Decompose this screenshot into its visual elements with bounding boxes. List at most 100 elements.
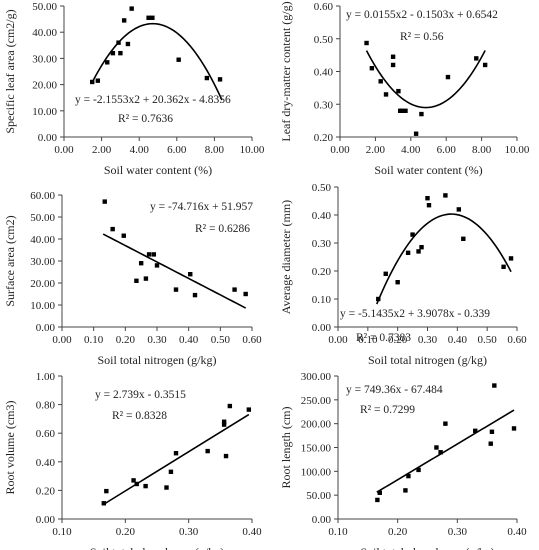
y-tick-label: 0.00 [36, 322, 56, 334]
data-point [390, 62, 396, 68]
r-squared-label: R² = 0.7636 [118, 113, 173, 125]
data-point [461, 236, 466, 241]
x-tick-label: 0.40 [242, 526, 262, 538]
y-tick-label: 50.00 [30, 212, 55, 224]
y-tick-label: 30.00 [32, 53, 57, 65]
data-point [416, 249, 421, 254]
data-point [146, 252, 152, 257]
x-tick-label: 0.10 [358, 334, 378, 346]
trend-equation: y = 0.0155x2 - 0.1503x + 0.6542 [346, 9, 498, 21]
y-tick-label: 50.00 [306, 490, 331, 502]
y-tick-label: 0.30 [314, 99, 334, 111]
x-tick-label: 0.10 [84, 334, 104, 346]
data-point [173, 451, 179, 456]
data-point [95, 78, 101, 83]
data-point [377, 490, 382, 495]
data-point [221, 422, 227, 427]
data-point [110, 226, 115, 232]
x-tick-label: 10.00 [240, 144, 265, 156]
x-tick-label: 0.30 [448, 526, 468, 538]
data-point [501, 264, 506, 269]
y-tick-label: 0.00 [312, 514, 332, 526]
data-point [101, 501, 106, 506]
data-point [125, 41, 131, 47]
data-point [443, 193, 448, 198]
r-squared-label: R² = 0.7299 [360, 404, 415, 416]
y-tick-label: 10.00 [32, 106, 57, 118]
x-tick-label: 0.20 [116, 334, 136, 346]
data-point [221, 419, 227, 424]
x-tick-label: 4.00 [401, 144, 421, 156]
data-point [188, 272, 193, 277]
x-tick-label: 0.00 [328, 334, 348, 346]
y-tick-label: 0.60 [314, 1, 334, 13]
data-point [434, 445, 439, 450]
trendline [365, 50, 486, 109]
chart-panel-2: 0.00 2.00 4.00 6.00 8.00 10.00 0.20 0.30 0.40 0.5… [279, 1, 530, 177]
data-point [456, 207, 462, 212]
y-tick-label: 60.00 [30, 190, 55, 202]
data-point [473, 428, 478, 434]
x-axis-label: Soil water content (%) [374, 163, 482, 177]
y-axis-label: Specific leaf area (cm2/g) [3, 9, 17, 133]
chart-panel-1: 0.00 2.00 4.00 6.00 8.00 10.00 0.00 10.00 20.00 3… [3, 1, 265, 177]
y-tick-label: 0.40 [312, 210, 332, 222]
y-tick-label: 0.50 [312, 182, 332, 194]
y-tick-label: 0.00 [312, 322, 332, 334]
trendline [102, 413, 250, 506]
x-tick-label: 0.20 [388, 526, 408, 538]
data-point [416, 467, 421, 473]
r-squared-label: R² = 0.8328 [112, 410, 167, 422]
data-point [489, 429, 495, 434]
data-point [492, 383, 497, 388]
data-point [425, 196, 430, 201]
data-point [390, 54, 396, 59]
data-point [205, 448, 210, 454]
x-tick-label: 6.00 [437, 144, 457, 156]
x-tick-label: 0.40 [448, 334, 468, 346]
data-point [104, 488, 109, 494]
trendline [91, 22, 223, 101]
x-axis-label: Soil total nitrogen (g/kg) [368, 353, 487, 367]
data-point [134, 481, 139, 487]
r-squared-label: R² = 0.56 [400, 31, 444, 43]
y-tick-label: 40.00 [32, 27, 57, 39]
data-point [474, 56, 479, 61]
x-tick-label: 0.10 [52, 526, 72, 538]
data-point [143, 276, 149, 281]
trend-equation: y = -2.1553x2 + 20.362x - 4.8356 [75, 94, 231, 106]
data-point [364, 40, 369, 46]
data-point [383, 92, 389, 97]
y-tick-label: 0.20 [36, 485, 56, 497]
x-tick-label: 0.40 [179, 334, 199, 346]
data-point [131, 478, 136, 483]
data-point [90, 79, 95, 85]
data-point [243, 291, 248, 297]
y-tick-label: 0.30 [312, 238, 332, 250]
data-point [102, 199, 107, 204]
y-tick-label: 1.00 [36, 371, 56, 383]
data-point [204, 75, 210, 81]
data-point [445, 74, 451, 80]
y-tick-label: 50.00 [32, 1, 57, 13]
trendline [376, 213, 512, 305]
y-tick-label: 0.50 [314, 34, 334, 46]
y-tick-label: 20.00 [30, 278, 55, 290]
data-point [173, 287, 179, 292]
y-tick-label: 0.60 [36, 428, 56, 440]
y-tick-label: 30.00 [30, 256, 55, 268]
chart-panel-6: 0.10 0.20 0.30 0.40 0.00 50.00 100.00 150.00 200… [279, 371, 527, 550]
y-tick-label: 250.00 [301, 395, 332, 407]
data-point [232, 287, 237, 292]
x-tick-label: 0.30 [147, 334, 167, 346]
data-point [383, 271, 388, 276]
trendline [376, 409, 515, 493]
x-tick-label: 0.00 [54, 144, 74, 156]
y-axis-label: Surface area (cm2) [3, 215, 17, 306]
x-tick-label: 0.00 [52, 334, 72, 346]
data-point [192, 292, 198, 298]
data-point [482, 62, 488, 68]
trend-equation: y = 2.739x - 0.3515 [95, 389, 186, 401]
data-point [511, 426, 517, 431]
